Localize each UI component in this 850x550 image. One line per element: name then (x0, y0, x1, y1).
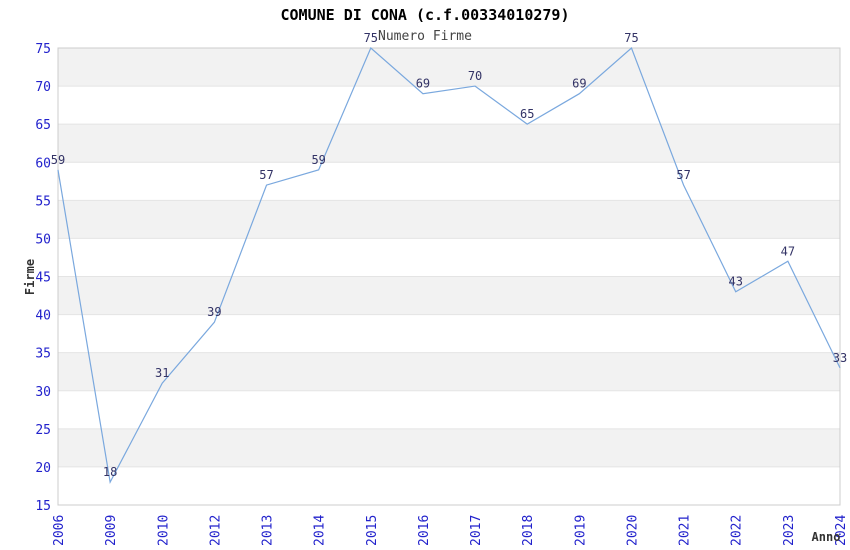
data-point-label: 75 (624, 31, 638, 45)
data-point-label: 69 (416, 77, 430, 91)
chart-title: COMUNE DI CONA (c.f.00334010279) (280, 6, 570, 24)
data-point-label: 75 (364, 31, 378, 45)
x-tick-label: 2021 (678, 515, 693, 546)
plot-band (58, 276, 840, 315)
x-tick-label: 2023 (782, 515, 797, 546)
y-tick-label: 45 (35, 271, 51, 286)
x-tick-label: 2019 (573, 515, 588, 546)
x-tick-label: 2014 (313, 515, 328, 546)
y-tick-label: 60 (35, 156, 51, 171)
x-tick-label: 2018 (521, 515, 536, 546)
data-point-label: 59 (311, 153, 325, 167)
data-point-label: 59 (51, 153, 65, 167)
plot-band (58, 314, 840, 353)
x-tick-label: 2006 (52, 515, 67, 546)
x-tick-label: 2012 (208, 515, 223, 546)
data-point-label: 65 (520, 107, 534, 121)
y-tick-label: 35 (35, 347, 51, 362)
plot-band (58, 200, 840, 239)
x-axis-label: Anno (811, 530, 841, 544)
plot-band (58, 428, 840, 467)
data-point-label: 70 (468, 69, 482, 83)
y-axis-label: Firme (23, 258, 37, 296)
x-tick-label: 2013 (261, 515, 276, 546)
chart-subtitle: Numero Firme (378, 29, 472, 44)
x-tick-label: 2017 (469, 515, 484, 546)
plot-band (58, 162, 840, 201)
x-tick-label: 2010 (156, 515, 171, 546)
y-tick-label: 40 (35, 309, 51, 324)
x-tick-label: 2020 (625, 515, 640, 546)
data-point-label: 47 (781, 244, 795, 258)
plot-band (58, 124, 840, 163)
y-tick-label: 20 (35, 461, 51, 476)
plot-band (58, 238, 840, 277)
y-tick-label: 15 (35, 499, 51, 514)
plot-band (58, 86, 840, 125)
data-point-label: 69 (572, 77, 586, 91)
data-point-label: 43 (729, 275, 743, 289)
y-tick-label: 30 (35, 385, 51, 400)
data-point-label: 57 (259, 168, 273, 182)
y-tick-label: 70 (35, 80, 51, 95)
plot-band (58, 48, 840, 87)
plot-border (57, 47, 841, 506)
x-tick-label: 2024 (834, 515, 849, 546)
series-line (57, 46, 841, 485)
plot-band (58, 352, 840, 391)
y-tick-label: 55 (35, 194, 51, 209)
x-tick-label: 2009 (104, 515, 119, 546)
y-tick-label: 25 (35, 423, 51, 438)
data-point-label: 39 (207, 305, 221, 319)
x-tick-label: 2016 (417, 515, 432, 546)
x-tick-label: 2015 (365, 515, 380, 546)
y-tick-label: 75 (35, 42, 51, 57)
data-point-label: 33 (833, 351, 847, 365)
data-point-label: 57 (676, 168, 690, 182)
y-tick-label: 65 (35, 118, 51, 133)
plot-band (58, 390, 840, 429)
x-tick-label: 2022 (730, 515, 745, 546)
data-point-label: 31 (155, 366, 169, 380)
plot-band (58, 466, 840, 505)
y-tick-label: 50 (35, 232, 51, 247)
data-point-label: 18 (103, 465, 117, 479)
